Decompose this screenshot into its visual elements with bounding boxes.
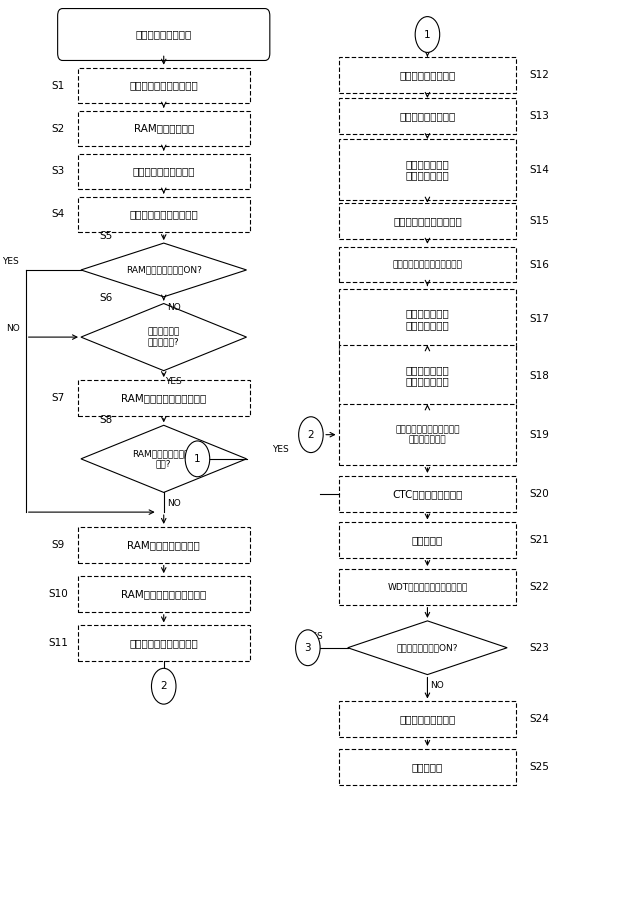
- Bar: [338, 203, 516, 239]
- Text: CTCカウント値を設定: CTCカウント値を設定: [392, 489, 463, 498]
- Text: WDTのクリアワード１を設定: WDTのクリアワード１を設定: [388, 583, 468, 592]
- Text: 普通駆動役物の
電源断復帰設定: 普通駆動役物の 電源断復帰設定: [406, 308, 449, 330]
- Text: ベクタテーブルの設定: ベクタテーブルの設定: [132, 166, 195, 177]
- Text: S6: S6: [100, 293, 113, 304]
- Text: S18: S18: [530, 371, 550, 381]
- Text: S15: S15: [530, 216, 550, 225]
- Bar: [338, 247, 516, 283]
- Text: 図柄記憶数コマンド要求処理: 図柄記憶数コマンド要求処理: [392, 260, 462, 269]
- Text: 割込み許可: 割込み許可: [412, 762, 443, 771]
- Circle shape: [152, 668, 176, 704]
- Circle shape: [299, 417, 323, 453]
- Text: S24: S24: [530, 714, 550, 725]
- Bar: [338, 345, 516, 406]
- Bar: [78, 154, 249, 189]
- Text: S20: S20: [530, 489, 549, 498]
- Text: RAMアクセス許可: RAMアクセス許可: [134, 124, 194, 134]
- Text: 転送バイト数の設定: 転送バイト数の設定: [399, 111, 455, 121]
- Text: YES: YES: [165, 377, 182, 386]
- Text: S10: S10: [49, 589, 68, 599]
- Bar: [78, 197, 249, 233]
- Text: S3: S3: [52, 166, 65, 177]
- Text: NO: NO: [167, 303, 180, 312]
- Text: S25: S25: [530, 762, 550, 771]
- Text: S11: S11: [49, 638, 68, 648]
- Text: 3: 3: [305, 643, 311, 653]
- Text: 1: 1: [424, 30, 431, 40]
- Text: 電源断正常の
情報が保存?: 電源断正常の 情報が保存?: [147, 328, 180, 347]
- Text: RAMの初期化データを設定: RAMの初期化データを設定: [121, 589, 207, 599]
- Bar: [78, 110, 249, 146]
- Bar: [78, 67, 249, 103]
- Text: S9: S9: [52, 540, 65, 550]
- Text: S5: S5: [100, 231, 113, 241]
- Bar: [338, 404, 516, 465]
- Bar: [338, 98, 516, 134]
- Text: S23: S23: [530, 643, 550, 653]
- Polygon shape: [348, 621, 507, 674]
- Text: 特別駆動役物の
電源断復帰設定: 特別駆動役物の 電源断復帰設定: [406, 365, 449, 386]
- Bar: [338, 701, 516, 737]
- Bar: [338, 139, 516, 200]
- Text: コマンド要求データ設定: コマンド要求データ設定: [393, 216, 462, 225]
- Text: S16: S16: [530, 260, 550, 269]
- Text: RAMの全領域をクリア: RAMの全領域をクリア: [128, 540, 200, 550]
- Bar: [78, 380, 249, 416]
- Text: NO: NO: [430, 681, 444, 690]
- Text: 内蔵レジスタの初期設定: 内蔵レジスタの初期設定: [129, 209, 198, 219]
- Text: RAMのチェックサムは
正常?: RAMのチェックサムは 正常?: [132, 449, 195, 469]
- Text: コマンド要求データ設定: コマンド要求データ設定: [129, 638, 198, 648]
- Text: 2: 2: [160, 682, 167, 691]
- Text: S17: S17: [530, 314, 550, 324]
- Text: NO: NO: [7, 323, 21, 332]
- Bar: [338, 476, 516, 512]
- Bar: [338, 523, 516, 559]
- Text: S12: S12: [530, 70, 550, 80]
- Text: 特別図柄遅技の
電源断復帰設定: 特別図柄遅技の 電源断復帰設定: [406, 159, 449, 180]
- Text: 初期値乱数更新処理: 初期値乱数更新処理: [399, 714, 455, 725]
- Text: S13: S13: [530, 111, 550, 121]
- Text: S8: S8: [100, 415, 113, 425]
- Bar: [78, 577, 249, 612]
- Polygon shape: [81, 243, 246, 297]
- Text: 主制御側メイン処理: 主制御側メイン処理: [136, 30, 192, 40]
- Text: RAMクリアスイッチON?: RAMクリアスイッチON?: [126, 266, 202, 275]
- Text: 2: 2: [308, 429, 314, 440]
- Text: YES: YES: [305, 632, 322, 641]
- Text: S4: S4: [52, 209, 65, 219]
- Bar: [338, 289, 516, 349]
- Bar: [78, 527, 249, 563]
- Text: スタックポインタを設定: スタックポインタを設定: [129, 81, 198, 91]
- Text: S21: S21: [530, 535, 550, 545]
- Text: S14: S14: [530, 164, 550, 175]
- Text: S19: S19: [530, 429, 550, 440]
- Polygon shape: [81, 304, 246, 371]
- Text: S1: S1: [52, 81, 65, 91]
- Bar: [338, 57, 516, 92]
- Text: 電源断復帰設定処理: 電源断復帰設定処理: [399, 70, 455, 80]
- Circle shape: [185, 441, 210, 477]
- Circle shape: [295, 629, 320, 665]
- Text: S7: S7: [52, 393, 65, 403]
- Text: 1: 1: [194, 453, 201, 464]
- Text: 電源断確認フラグON?: 電源断確認フラグON?: [397, 643, 458, 652]
- Text: RAMのチェックサムを算出: RAMのチェックサムを算出: [121, 393, 207, 403]
- Bar: [338, 569, 516, 604]
- Text: 特別図柄の確率変動機能の
作動状態を設定: 特別図柄の確率変動機能の 作動状態を設定: [395, 425, 460, 445]
- Text: YES: YES: [272, 445, 289, 454]
- Text: S2: S2: [52, 124, 65, 134]
- Text: NO: NO: [167, 498, 180, 507]
- Polygon shape: [81, 426, 246, 492]
- Text: 割込み禁止: 割込み禁止: [412, 535, 443, 545]
- FancyBboxPatch shape: [58, 9, 270, 60]
- Bar: [78, 625, 249, 661]
- Circle shape: [415, 16, 440, 52]
- Bar: [338, 749, 516, 785]
- Text: YES: YES: [2, 257, 19, 266]
- Text: S22: S22: [530, 582, 550, 592]
